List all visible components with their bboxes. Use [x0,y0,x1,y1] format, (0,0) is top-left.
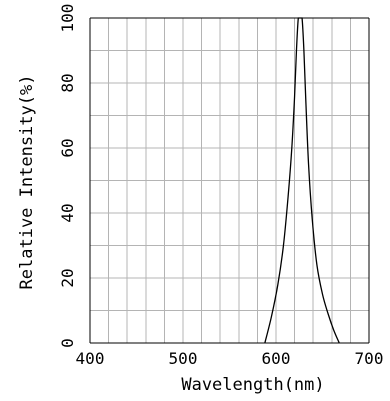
series-line-0 [264,17,340,344]
x-tick-label: 400 [76,349,105,368]
x-tick-label: 600 [262,349,291,368]
x-tick-labels: 400 500 600 700 [76,349,384,368]
x-tick-label: 700 [355,349,384,368]
y-tick-label: 40 [58,203,77,222]
grid [90,18,369,343]
y-tick-label: 60 [58,138,77,157]
series-layer [264,17,340,344]
y-tick-label: 20 [58,268,77,287]
y-tick-label: 0 [58,338,77,348]
y-axis-label: Relative Intensity(%) [17,75,37,290]
y-tick-label: 100 [58,4,77,33]
y-tick-labels: 0 20 40 60 80 100 [58,4,77,348]
plot-frame [89,17,370,344]
y-tick-label: 80 [58,73,77,92]
x-tick-label: 500 [169,349,198,368]
x-axis-label: Wavelength(nm) [181,375,324,395]
